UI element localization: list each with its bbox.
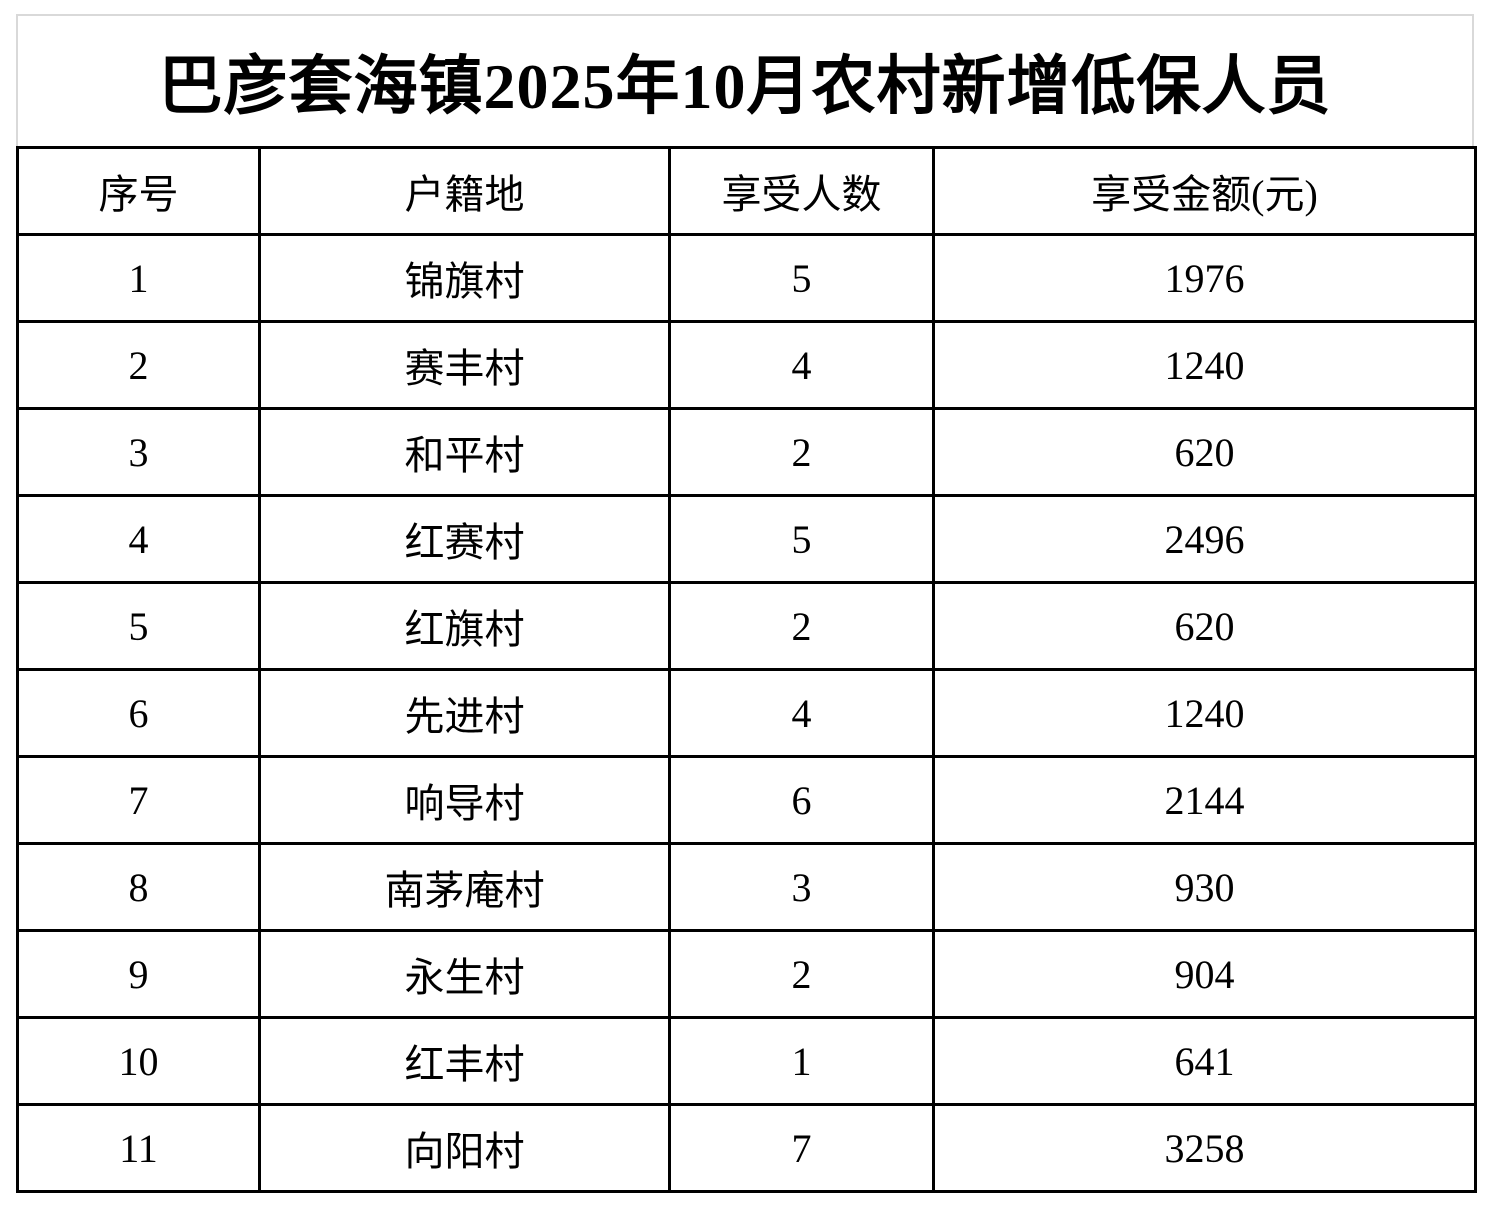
sheet-content: 巴彦套海镇2025年10月农村新增低保人员 序号 户籍地 享受人数 享受金额(元) 1… (16, 14, 1477, 1193)
table-cell: 7 (668, 1103, 935, 1193)
table-cell: 永生村 (258, 929, 671, 1019)
table-cell: 620 (932, 407, 1477, 497)
table-row: 8 南茅庵村 3 930 (16, 842, 1477, 932)
table-cell: 和平村 (258, 407, 671, 497)
table-cell: 红赛村 (258, 494, 671, 584)
table-cell: 2 (668, 929, 935, 1019)
table-row: 9 永生村 2 904 (16, 929, 1477, 1019)
table-body: 1 锦旗村 5 1976 2 赛丰村 4 1240 3 和平村 2 620 4 红赛村 5 2496 5 红旗村 2… (16, 233, 1477, 1193)
table-cell: 5 (668, 233, 935, 323)
table-cell: 1 (668, 1016, 935, 1106)
table-cell: 6 (16, 668, 261, 758)
table-cell: 先进村 (258, 668, 671, 758)
table-cell: 4 (668, 668, 935, 758)
table-cell: 2 (668, 407, 935, 497)
lowbao-table: 序号 户籍地 享受人数 享受金额(元) 1 锦旗村 5 1976 2 赛丰村 4 1240 3 和平村 2… (16, 146, 1477, 1193)
page-title: 巴彦套海镇2025年10月农村新增低保人员 (16, 14, 1474, 146)
table-cell: 3 (16, 407, 261, 497)
table-row: 7 响导村 6 2144 (16, 755, 1477, 845)
table-row: 6 先进村 4 1240 (16, 668, 1477, 758)
table-cell: 2 (16, 320, 261, 410)
table-cell: 2496 (932, 494, 1477, 584)
table-cell: 4 (16, 494, 261, 584)
table-cell: 1 (16, 233, 261, 323)
column-header-3: 享受金额(元) (932, 146, 1477, 236)
table-cell: 向阳村 (258, 1103, 671, 1193)
table-row: 3 和平村 2 620 (16, 407, 1477, 497)
table-cell: 904 (932, 929, 1477, 1019)
table-cell: 9 (16, 929, 261, 1019)
column-header-0: 序号 (16, 146, 261, 236)
table-cell: 1240 (932, 320, 1477, 410)
table-row: 1 锦旗村 5 1976 (16, 233, 1477, 323)
table-cell: 930 (932, 842, 1477, 932)
table-row: 10 红丰村 1 641 (16, 1016, 1477, 1106)
table-cell: 8 (16, 842, 261, 932)
column-header-1: 户籍地 (258, 146, 671, 236)
table-row: 4 红赛村 5 2496 (16, 494, 1477, 584)
table-cell: 2144 (932, 755, 1477, 845)
table-cell: 7 (16, 755, 261, 845)
column-header-2: 享受人数 (668, 146, 935, 236)
table-cell: 11 (16, 1103, 261, 1193)
table-cell: 南茅庵村 (258, 842, 671, 932)
table-cell: 3258 (932, 1103, 1477, 1193)
table-cell: 1240 (932, 668, 1477, 758)
table-row: 2 赛丰村 4 1240 (16, 320, 1477, 410)
table-cell: 1976 (932, 233, 1477, 323)
table-row: 11 向阳村 7 3258 (16, 1103, 1477, 1193)
table-row: 5 红旗村 2 620 (16, 581, 1477, 671)
table-cell: 620 (932, 581, 1477, 671)
table-cell: 641 (932, 1016, 1477, 1106)
table-cell: 红旗村 (258, 581, 671, 671)
table-cell: 5 (668, 494, 935, 584)
table-cell: 锦旗村 (258, 233, 671, 323)
table-cell: 赛丰村 (258, 320, 671, 410)
table-cell: 4 (668, 320, 935, 410)
table-cell: 10 (16, 1016, 261, 1106)
table-cell: 6 (668, 755, 935, 845)
table-cell: 2 (668, 581, 935, 671)
header-row: 序号 户籍地 享受人数 享受金额(元) (16, 146, 1477, 236)
table-cell: 5 (16, 581, 261, 671)
table-cell: 响导村 (258, 755, 671, 845)
table-cell: 3 (668, 842, 935, 932)
table-cell: 红丰村 (258, 1016, 671, 1106)
